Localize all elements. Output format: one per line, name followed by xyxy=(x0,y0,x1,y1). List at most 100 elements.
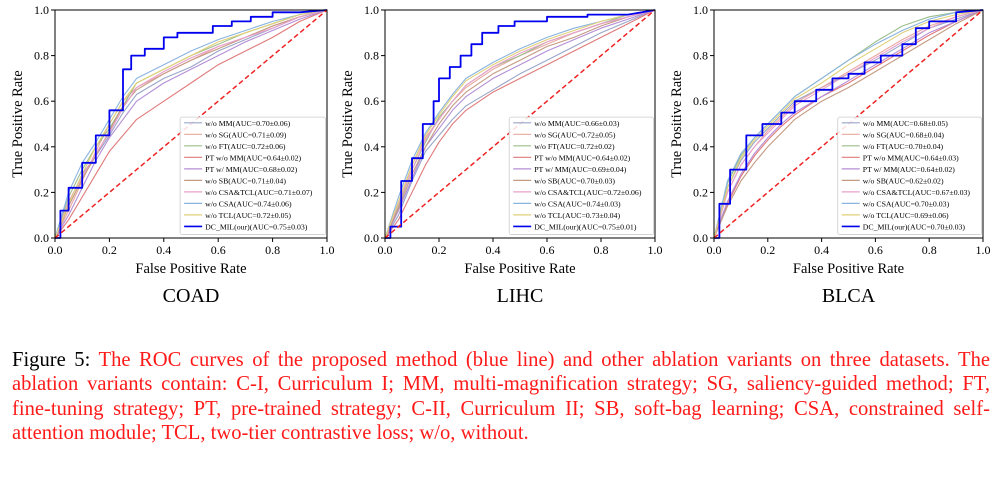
x-tick-label: 0.4 xyxy=(156,243,171,257)
legend-entry: w/o MM(AUC=0.68±0.05) xyxy=(863,119,949,128)
roc-curve-4 xyxy=(713,9,984,239)
roc-curve-8 xyxy=(384,9,656,239)
legend-entry: w/o FT(AUC=0.70±0.04) xyxy=(863,142,944,151)
roc-curve-7 xyxy=(54,9,328,239)
x-tick-label: 1.0 xyxy=(320,243,335,257)
panel-title: LIHC xyxy=(497,285,544,307)
roc-curve-3 xyxy=(713,9,984,239)
y-axis-label: True Positive Rate xyxy=(340,70,356,177)
y-tick-label: 0.8 xyxy=(364,49,379,63)
y-tick-label: 0.2 xyxy=(364,185,379,199)
roc-curve-0 xyxy=(384,9,656,239)
roc-curve-6 xyxy=(384,9,656,239)
roc-panel-coad: 0.0 0.2 0.4 0.6 0.8 1.0 0.0 0.2 0.4 0.6 0.8 1.0 Fals… xyxy=(10,3,335,307)
legend-entry: PT w/ MM(AUC=0.69±0.04) xyxy=(534,165,627,174)
x-tick-label: 0.8 xyxy=(922,243,937,257)
x-tick-label: 0.4 xyxy=(814,243,829,257)
legend-entry: DC_MIL(our)(AUC=0.75±0.01) xyxy=(534,222,637,231)
legend-entry: PT w/ MM(AUC=0.64±0.02) xyxy=(863,165,956,174)
y-axis-label: True Positive Rate xyxy=(10,70,26,177)
roc-curve-7 xyxy=(713,9,984,239)
legend-entry: w/o CSA&TCL(AUC=0.71±0.07) xyxy=(205,188,313,197)
y-tick-label: 0.4 xyxy=(693,140,708,154)
legend-entry: w/o FT(AUC=0.72±0.02) xyxy=(534,142,615,151)
y-axis-label: True Positive Rate xyxy=(669,70,685,177)
legend-entry: w/o TCL(AUC=0.69±0.06) xyxy=(863,211,949,220)
x-tick-label: 0.2 xyxy=(760,243,775,257)
roc-curve-8 xyxy=(713,9,984,239)
legend-entry: DC_MIL(our)(AUC=0.75±0.03) xyxy=(205,222,308,231)
roc-panel-blca: 0.0 0.2 0.4 0.6 0.8 1.0 0.0 0.2 0.4 0.6 0.8 1.0 Fals… xyxy=(669,3,991,307)
axes-frame xyxy=(54,9,328,239)
legend-box xyxy=(179,116,327,235)
y-tick-label: 0.0 xyxy=(693,231,708,245)
roc-curve-9 xyxy=(55,9,328,239)
x-tick-label: 0.4 xyxy=(486,243,501,257)
roc-curve-9 xyxy=(714,9,984,239)
panel-title: BLCA xyxy=(822,285,876,307)
legend-entry: w/o SG(AUC=0.72±0.05) xyxy=(534,130,616,139)
x-tick-label: 0.8 xyxy=(265,243,280,257)
legend-entry: w/o CSA&TCL(AUC=0.67±0.03) xyxy=(863,188,971,197)
legend-entry: PT w/ MM(AUC=0.68±0.02) xyxy=(205,165,298,174)
roc-curve-4 xyxy=(384,9,656,239)
y-tick-label: 0.0 xyxy=(364,231,379,245)
legend-entry: w/o SB(AUC=0.71±0.04) xyxy=(205,176,286,185)
x-axis-label: False Positive Rate xyxy=(464,261,575,277)
figure-label: Figure 5: xyxy=(12,349,91,371)
x-tick-label: 0.8 xyxy=(594,243,609,257)
roc-curve-5 xyxy=(384,9,656,239)
legend-entry: DC_MIL(our)(AUC=0.70±0.03) xyxy=(863,222,966,231)
legend-box xyxy=(837,116,983,235)
y-tick-label: 0.6 xyxy=(693,94,708,108)
y-tick-label: 0.2 xyxy=(34,185,49,199)
legend-entry: w/o MM(AUC=0.66±0.03) xyxy=(534,119,620,128)
x-axis-label: False Positive Rate xyxy=(135,261,246,277)
x-tick-label: 1.0 xyxy=(648,243,663,257)
legend-entry: w/o CSA(AUC=0.70±0.03) xyxy=(863,199,950,208)
panel-title: COAD xyxy=(163,285,220,307)
y-tick-label: 1.0 xyxy=(34,3,49,17)
roc-figure: 0.0 0.2 0.4 0.6 0.8 1.0 0.0 0.2 0.4 0.6 0.8 1.0 Fals… xyxy=(10,3,991,307)
legend-box xyxy=(508,116,655,235)
legend-entry: w/o SB(AUC=0.62±0.02) xyxy=(863,176,944,185)
y-tick-label: 0.8 xyxy=(34,49,49,63)
legend-entry: w/o CSA&TCL(AUC=0.72±0.06) xyxy=(534,188,642,197)
legend-entry: w/o FT(AUC=0.72±0.06) xyxy=(205,142,286,151)
y-tick-label: 0.4 xyxy=(364,140,379,154)
legend-entry: w/o SB(AUC=0.70±0.03) xyxy=(534,176,615,185)
figure-caption-text: The ROC curves of the proposed method (b… xyxy=(12,349,991,444)
y-tick-label: 1.0 xyxy=(693,3,708,17)
roc-curve-9 xyxy=(385,9,656,239)
y-tick-label: 0.4 xyxy=(34,140,49,154)
x-tick-label: 0.0 xyxy=(378,243,393,257)
legend-entry: w/o SG(AUC=0.68±0.04) xyxy=(863,130,945,139)
x-tick-label: 0.0 xyxy=(48,243,63,257)
legend-entry: PT w/o MM(AUC=0.64±0.02) xyxy=(534,153,630,162)
roc-curve-3 xyxy=(384,9,656,239)
x-tick-label: 1.0 xyxy=(976,243,991,257)
roc-curve-8 xyxy=(54,9,328,239)
figure-caption: Figure 5: The ROC curves of the proposed… xyxy=(12,348,990,445)
roc-panel-lihc: 0.0 0.2 0.4 0.6 0.8 1.0 0.0 0.2 0.4 0.6 0.8 1.0 Fals… xyxy=(340,3,663,307)
y-tick-label: 0.2 xyxy=(693,185,708,199)
legend-entry: w/o TCL(AUC=0.72±0.05) xyxy=(205,211,291,220)
y-tick-label: 0.6 xyxy=(34,94,49,108)
y-tick-label: 0.6 xyxy=(364,94,379,108)
x-tick-label: 0.0 xyxy=(707,243,722,257)
legend-entry: w/o TCL(AUC=0.73±0.04) xyxy=(534,211,620,220)
roc-curve-6 xyxy=(54,9,328,239)
roc-curve-5 xyxy=(54,9,328,239)
x-tick-label: 0.6 xyxy=(540,243,555,257)
roc-curve-6 xyxy=(713,9,984,239)
legend-entry: PT w/o MM(AUC=0.64±0.03) xyxy=(863,153,959,162)
x-tick-label: 0.2 xyxy=(432,243,447,257)
axes-frame xyxy=(713,9,984,239)
y-tick-label: 0.0 xyxy=(34,231,49,245)
axes-frame xyxy=(384,9,656,239)
x-tick-label: 0.2 xyxy=(102,243,117,257)
roc-curve-3 xyxy=(54,9,328,239)
roc-curve-4 xyxy=(54,9,328,239)
roc-curve-5 xyxy=(713,9,984,239)
x-tick-label: 0.6 xyxy=(868,243,883,257)
